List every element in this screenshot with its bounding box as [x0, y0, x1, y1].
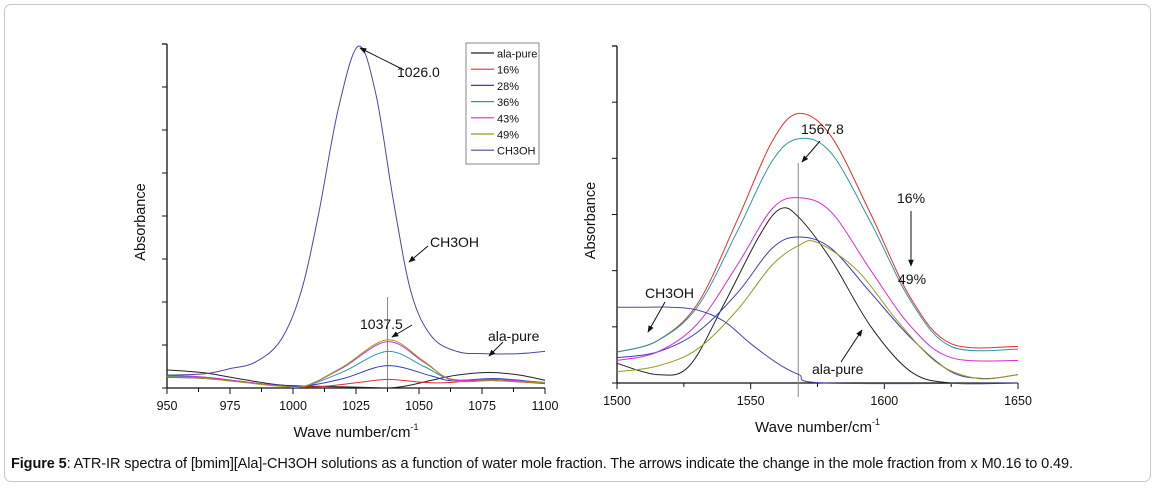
annotation-arrow-ch3oh	[647, 301, 666, 333]
annotation-arrow-1567-8	[801, 140, 821, 163]
x-tick-label: 1000	[279, 399, 307, 413]
annotation-label-ala-pure: ala-pure	[488, 328, 540, 344]
x-tick-label: 1600	[870, 394, 898, 408]
x-tick-label: 1075	[468, 399, 496, 413]
trend-label-start: 16%	[897, 190, 925, 206]
x-tick-label: 1050	[405, 399, 433, 413]
x-tick-label: 1650	[1004, 394, 1032, 408]
series-line-43pct	[166, 341, 546, 388]
series-line-ch3oh	[617, 306, 1019, 385]
legend-entry-label: CH3OH	[497, 146, 536, 158]
series-line-28pct	[616, 236, 1019, 380]
trend-label-end: 49%	[898, 271, 926, 287]
series-line-49pct	[166, 339, 546, 389]
series-line-ala-pure	[166, 369, 546, 389]
x-tick-label: 1100	[532, 399, 559, 413]
x-axis-label-superscript: -1	[410, 422, 418, 432]
x-axis-label: Wave number/cm-1	[755, 417, 880, 436]
legend-box	[465, 42, 540, 165]
annotation-label-1026: 1026.0	[397, 64, 440, 80]
series-line-49pct	[616, 240, 1019, 380]
x-axis-label: Wave number/cm-1	[294, 422, 419, 441]
annotation-arrow-ala-pure	[488, 341, 504, 357]
x-tick-label: 975	[220, 399, 241, 413]
annotation-arrow-ala-pure	[840, 329, 863, 363]
x-tick-label: 950	[157, 399, 178, 413]
x-axis-label-superscript: -1	[872, 417, 880, 427]
annotation-arrow-ch3oh	[408, 245, 429, 263]
series-line-ch3oh	[166, 45, 546, 376]
annotation-label-1567-8: 1567.8	[801, 121, 844, 137]
legend-entry-label: ala-pure	[497, 49, 537, 61]
series-line-43pct	[616, 197, 1019, 362]
figure-caption: Figure 5: ATR-IR spectra of [bmim][Ala]-…	[11, 456, 1073, 472]
legend-entry-label: 28%	[497, 81, 519, 93]
figure-frame	[4, 4, 1151, 482]
series-line-16pct	[616, 112, 1019, 353]
annotation-arrow-1037-5	[391, 324, 413, 338]
legend-entry-label: 49%	[497, 130, 519, 142]
series-line-ala-pure	[616, 207, 1019, 385]
annotation-arrow-1026	[359, 47, 405, 71]
x-tick-label: 1550	[737, 394, 765, 408]
legend-entry-label: 16%	[497, 65, 519, 77]
y-axis-label: Absorbance	[133, 183, 149, 260]
annotation-label-ch3oh: CH3OH	[430, 234, 479, 250]
x-tick-label: 1500	[603, 394, 631, 408]
series-line-36pct	[616, 137, 1019, 353]
x-tick-label: 1025	[342, 399, 370, 413]
annotation-label-1037-5: 1037.5	[360, 316, 403, 332]
figure-caption-text: : ATR-IR spectra of [bmim][Ala]-CH3OH so…	[66, 456, 1073, 472]
figure-caption-label: Figure 5	[11, 456, 67, 472]
legend-entry-label: 43%	[497, 113, 519, 125]
annotation-label-ch3oh: CH3OH	[645, 285, 694, 301]
legend-entry-label: 36%	[497, 97, 519, 109]
annotation-label-ala-pure: ala-pure	[812, 361, 864, 377]
y-axis-label: Absorbance	[583, 182, 599, 259]
